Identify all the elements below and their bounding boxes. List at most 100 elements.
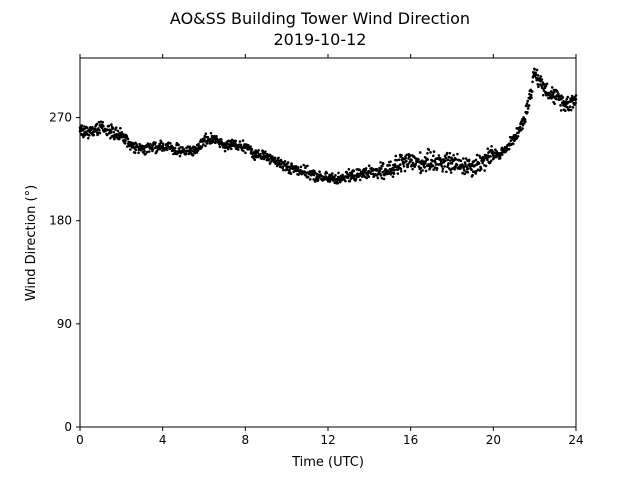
wind-direction-point bbox=[253, 158, 257, 162]
wind-direction-point bbox=[411, 161, 415, 165]
wind-direction-point bbox=[557, 92, 560, 96]
wind-direction-point bbox=[495, 150, 499, 153]
wind-direction-point bbox=[350, 172, 354, 175]
wind-direction-point bbox=[306, 164, 309, 168]
wind-direction-point bbox=[495, 155, 498, 159]
wind-direction-point bbox=[536, 83, 540, 86]
wind-direction-point bbox=[475, 169, 478, 173]
wind-direction-point bbox=[521, 127, 524, 130]
wind-direction-point bbox=[392, 172, 396, 175]
wind-direction-point bbox=[401, 156, 404, 160]
wind-direction-point bbox=[109, 136, 112, 140]
wind-direction-point bbox=[490, 144, 493, 148]
wind-direction-point bbox=[423, 155, 427, 159]
wind-direction-point bbox=[348, 179, 352, 183]
data-points-layer bbox=[78, 67, 578, 185]
wind-direction-point bbox=[406, 165, 410, 169]
wind-direction-point bbox=[371, 167, 375, 171]
wind-direction-point bbox=[218, 145, 222, 149]
wind-direction-point bbox=[535, 68, 539, 72]
wind-direction-point bbox=[306, 175, 310, 179]
wind-direction-point bbox=[471, 173, 474, 177]
wind-direction-point bbox=[290, 162, 293, 165]
wind-direction-point bbox=[396, 172, 400, 175]
wind-direction-point bbox=[205, 142, 209, 145]
wind-direction-point bbox=[463, 169, 466, 172]
wind-direction-point bbox=[357, 173, 361, 177]
wind-direction-point bbox=[486, 158, 489, 162]
wind-direction-point bbox=[400, 154, 403, 157]
wind-direction-point bbox=[368, 170, 371, 173]
wind-direction-point bbox=[570, 94, 574, 98]
wind-direction-point bbox=[409, 159, 412, 163]
wind-direction-point bbox=[452, 153, 455, 157]
wind-direction-point bbox=[178, 154, 182, 158]
wind-direction-point bbox=[492, 154, 495, 157]
wind-direction-point bbox=[525, 102, 529, 105]
wind-direction-point bbox=[119, 126, 122, 130]
wind-direction-point bbox=[88, 134, 91, 137]
wind-direction-point bbox=[208, 137, 212, 141]
wind-direction-point bbox=[564, 102, 567, 106]
wind-direction-point bbox=[384, 168, 388, 171]
wind-direction-point bbox=[250, 148, 254, 151]
wind-direction-point bbox=[567, 108, 571, 112]
wind-direction-point bbox=[538, 77, 542, 80]
wind-direction-point bbox=[334, 174, 337, 177]
wind-direction-point bbox=[447, 162, 450, 165]
wind-direction-point bbox=[540, 78, 544, 81]
wind-direction-point bbox=[433, 166, 437, 169]
wind-direction-point bbox=[89, 131, 92, 134]
wind-direction-point bbox=[470, 168, 473, 172]
wind-direction-point bbox=[242, 149, 245, 153]
wind-direction-point bbox=[302, 163, 306, 167]
wind-direction-point bbox=[407, 157, 410, 160]
wind-direction-point bbox=[555, 97, 558, 101]
wind-direction-point bbox=[438, 156, 442, 160]
wind-direction-point bbox=[530, 96, 533, 99]
wind-direction-point bbox=[448, 159, 452, 162]
wind-direction-point bbox=[523, 118, 526, 122]
wind-direction-point bbox=[386, 169, 390, 172]
wind-direction-point bbox=[191, 153, 195, 157]
wind-direction-point bbox=[541, 93, 545, 97]
wind-direction-point bbox=[564, 109, 567, 112]
wind-direction-point bbox=[267, 157, 271, 161]
wind-direction-point bbox=[331, 172, 334, 175]
wind-direction-point bbox=[498, 156, 502, 160]
wind-direction-point bbox=[318, 170, 321, 173]
wind-direction-point bbox=[399, 170, 403, 173]
wind-direction-point bbox=[165, 148, 169, 152]
wind-direction-point bbox=[241, 139, 245, 142]
wind-direction-point bbox=[325, 171, 329, 175]
wind-direction-point bbox=[379, 161, 382, 164]
wind-direction-point bbox=[105, 133, 109, 137]
wind-direction-point bbox=[111, 126, 115, 130]
wind-direction-point bbox=[429, 151, 432, 154]
wind-direction-point bbox=[147, 150, 151, 153]
wind-direction-point bbox=[467, 158, 471, 162]
wind-direction-point bbox=[527, 104, 531, 107]
wind-direction-point bbox=[283, 160, 287, 163]
wind-direction-point bbox=[197, 142, 200, 146]
wind-direction-point bbox=[120, 130, 124, 134]
wind-direction-point bbox=[107, 124, 111, 128]
wind-direction-point bbox=[399, 167, 403, 171]
wind-direction-point bbox=[448, 156, 451, 159]
wind-direction-point bbox=[556, 90, 559, 94]
wind-direction-point bbox=[419, 166, 423, 170]
wind-direction-point bbox=[297, 173, 300, 176]
wind-direction-point bbox=[511, 142, 515, 146]
wind-direction-point bbox=[405, 153, 409, 157]
wind-direction-point bbox=[449, 171, 453, 174]
wind-direction-point bbox=[404, 156, 408, 160]
x-tick-label: 20 bbox=[486, 433, 501, 447]
wind-direction-point bbox=[461, 163, 464, 166]
wind-direction-point bbox=[424, 162, 427, 165]
wind-direction-point bbox=[479, 167, 483, 171]
chart-subtitle: 2019-10-12 bbox=[274, 30, 367, 49]
wind-direction-point bbox=[380, 176, 384, 180]
wind-direction-point bbox=[568, 105, 572, 108]
wind-direction-point bbox=[516, 134, 520, 138]
